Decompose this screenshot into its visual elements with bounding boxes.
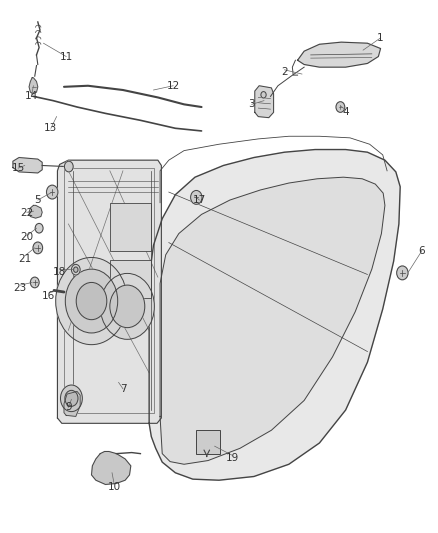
Polygon shape [29, 78, 38, 94]
Text: 15: 15 [11, 163, 25, 173]
Circle shape [261, 92, 266, 98]
Circle shape [65, 269, 118, 333]
Polygon shape [57, 160, 161, 423]
Circle shape [100, 273, 154, 340]
Polygon shape [13, 158, 42, 173]
Bar [196, 430, 220, 454]
Text: 17: 17 [193, 195, 206, 205]
Text: 3: 3 [248, 99, 255, 109]
Polygon shape [160, 177, 385, 464]
Text: 9: 9 [65, 402, 72, 413]
Circle shape [74, 267, 78, 272]
Text: 14: 14 [25, 91, 38, 101]
Text: 18: 18 [53, 267, 66, 277]
Circle shape [76, 282, 107, 320]
Text: 6: 6 [419, 246, 425, 255]
Polygon shape [297, 42, 381, 67]
Text: 1: 1 [377, 33, 384, 43]
Text: 23: 23 [14, 283, 27, 293]
Text: 5: 5 [35, 195, 41, 205]
Text: 2: 2 [281, 68, 288, 77]
Polygon shape [255, 86, 274, 118]
Text: 7: 7 [120, 384, 126, 394]
Text: 11: 11 [60, 52, 73, 61]
Circle shape [397, 266, 408, 280]
Text: 12: 12 [166, 81, 180, 91]
Text: 22: 22 [20, 208, 34, 219]
Circle shape [191, 190, 202, 204]
Text: 16: 16 [42, 290, 55, 301]
Circle shape [46, 185, 58, 199]
Circle shape [110, 285, 145, 328]
Bar [110, 260, 151, 298]
Circle shape [56, 257, 127, 345]
Circle shape [336, 102, 345, 112]
Polygon shape [149, 150, 400, 480]
Circle shape [60, 385, 82, 411]
Circle shape [33, 242, 42, 254]
Text: 19: 19 [226, 453, 239, 463]
Text: 10: 10 [108, 482, 121, 492]
Text: 13: 13 [44, 123, 57, 133]
Polygon shape [29, 205, 42, 218]
Circle shape [30, 277, 39, 288]
Text: 4: 4 [343, 107, 349, 117]
Polygon shape [92, 451, 131, 484]
Circle shape [35, 223, 43, 233]
Text: 21: 21 [18, 254, 32, 263]
Circle shape [65, 390, 78, 406]
Polygon shape [64, 391, 80, 416]
Bar [110, 203, 151, 251]
Circle shape [71, 264, 80, 275]
Circle shape [64, 161, 73, 172]
Text: 20: 20 [20, 232, 33, 243]
